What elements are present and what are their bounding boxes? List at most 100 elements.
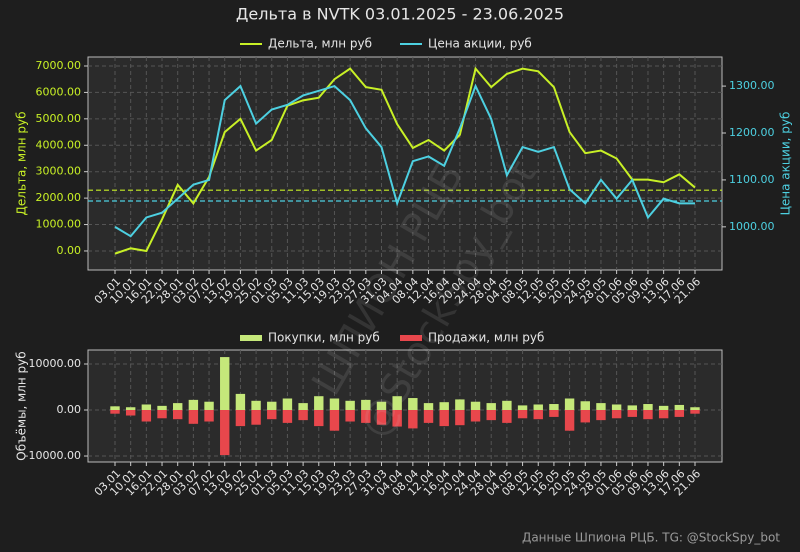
bar bbox=[251, 400, 261, 411]
bar bbox=[580, 410, 590, 423]
bar bbox=[533, 404, 543, 411]
footer: Данные Шпиона РЦБ. TG: @StockSpy_bot bbox=[522, 531, 780, 545]
bar bbox=[251, 410, 261, 425]
bar bbox=[188, 410, 199, 424]
bar bbox=[596, 403, 606, 411]
bar bbox=[298, 403, 308, 411]
bar bbox=[408, 410, 418, 429]
bar bbox=[282, 398, 293, 411]
y-tick-label: 5000.00 bbox=[36, 112, 82, 125]
bar bbox=[470, 410, 481, 422]
y-tick-label: 0.00 bbox=[57, 244, 82, 257]
bar bbox=[627, 410, 637, 417]
bar bbox=[564, 410, 575, 431]
legend-label: Дельта, млн руб bbox=[268, 37, 372, 51]
y-tick-label: 6000.00 bbox=[36, 85, 82, 98]
bar bbox=[329, 410, 340, 431]
bar bbox=[439, 410, 449, 427]
bar bbox=[267, 401, 277, 411]
bar bbox=[564, 398, 575, 411]
bar bbox=[549, 404, 559, 411]
chart-title: Дельта в NVTK 03.01.2025 - 23.06.2025 bbox=[236, 5, 564, 24]
bar bbox=[423, 403, 434, 411]
bar bbox=[517, 410, 528, 419]
y2-tick-label: 1200.00 bbox=[729, 126, 775, 139]
bar bbox=[204, 410, 214, 422]
bar bbox=[423, 410, 434, 423]
bar bbox=[345, 400, 355, 411]
y2-tick-label: 1000.00 bbox=[729, 220, 775, 233]
bar bbox=[173, 403, 183, 411]
bar bbox=[517, 405, 528, 411]
bar bbox=[611, 410, 622, 419]
bar bbox=[125, 410, 136, 416]
y2-axis-label: Цена акции, руб bbox=[779, 112, 793, 216]
bar bbox=[376, 401, 387, 411]
legend-label: Покупки, млн руб bbox=[268, 331, 380, 345]
y-tick-label: 1000.00 bbox=[36, 218, 82, 231]
y-tick-label: 7000.00 bbox=[36, 59, 82, 72]
bar bbox=[314, 396, 324, 411]
bar bbox=[220, 410, 230, 456]
bar bbox=[658, 405, 669, 411]
bar bbox=[596, 410, 606, 421]
bar bbox=[188, 399, 199, 411]
bar bbox=[439, 402, 449, 411]
bar bbox=[674, 404, 685, 411]
legend-label: Цена акции, руб bbox=[428, 37, 532, 51]
bar bbox=[549, 410, 559, 417]
bar bbox=[220, 357, 230, 411]
bar bbox=[470, 401, 481, 411]
y-tick-label: 2000.00 bbox=[36, 191, 82, 204]
bar bbox=[643, 404, 653, 411]
bar bbox=[690, 410, 700, 414]
bar bbox=[502, 410, 512, 423]
bar bbox=[157, 410, 167, 419]
bar bbox=[455, 399, 465, 411]
bar bbox=[110, 410, 120, 414]
y2-tick-label: 1100.00 bbox=[729, 173, 775, 186]
bar bbox=[235, 410, 246, 427]
bar bbox=[329, 398, 340, 411]
bar bbox=[125, 407, 136, 411]
bar bbox=[580, 401, 590, 411]
bar bbox=[502, 400, 512, 411]
y-tick-label: 3000.00 bbox=[36, 165, 82, 178]
bar bbox=[690, 407, 700, 411]
bar bbox=[486, 410, 496, 421]
bar bbox=[486, 403, 496, 411]
bar bbox=[361, 410, 371, 423]
y-axis-label: Дельта, млн руб bbox=[15, 112, 29, 216]
y-axis-label: Объёмы, млн руб bbox=[15, 351, 29, 460]
y-tick-label: 10000.00 bbox=[29, 357, 82, 370]
y2-tick-label: 1300.00 bbox=[729, 79, 775, 92]
bar bbox=[141, 404, 152, 411]
bar bbox=[392, 410, 402, 427]
bar bbox=[392, 396, 402, 411]
bar bbox=[204, 401, 214, 411]
bar bbox=[533, 410, 543, 420]
bar bbox=[298, 410, 308, 421]
legend-label: Продажи, млн руб bbox=[428, 331, 544, 345]
bar bbox=[282, 410, 293, 423]
bar bbox=[361, 399, 371, 411]
bar bbox=[345, 410, 355, 422]
bar bbox=[267, 410, 277, 420]
bar bbox=[110, 406, 120, 411]
bar bbox=[314, 410, 324, 427]
bar bbox=[235, 393, 246, 411]
bar bbox=[611, 404, 622, 411]
bar bbox=[141, 410, 152, 422]
y-tick-label: 4000.00 bbox=[36, 138, 82, 151]
bar bbox=[643, 410, 653, 420]
bar bbox=[157, 405, 167, 411]
bar bbox=[376, 410, 387, 425]
bar bbox=[627, 405, 637, 411]
y-tick-label: 0.00 bbox=[57, 403, 82, 416]
y-tick-label: -10000.00 bbox=[25, 449, 81, 462]
bar bbox=[408, 398, 418, 411]
line-series bbox=[114, 83, 695, 238]
bar bbox=[455, 410, 465, 426]
bar bbox=[173, 410, 183, 420]
